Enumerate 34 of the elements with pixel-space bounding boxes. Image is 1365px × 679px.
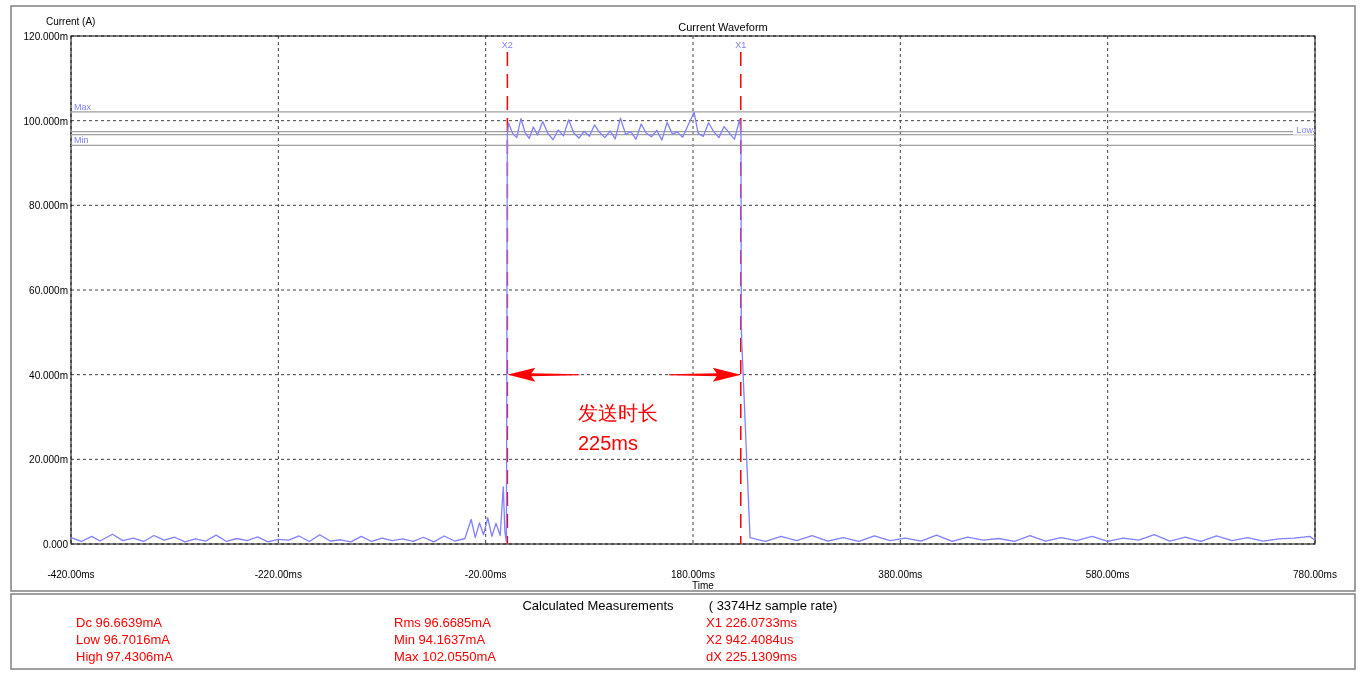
text: Dc 96.6639mA: [76, 615, 163, 630]
text: Low 96.7016mA: [76, 632, 171, 647]
x-axis-title: Time: [692, 580, 715, 591]
x-tick-label: -420.00ms: [47, 569, 95, 580]
text: ( 3374Hz sample rate): [708, 598, 838, 613]
ref-line-label: Min: [74, 135, 89, 146]
text: High 97.4306mA: [76, 649, 174, 664]
y-tick-label: 40.000m: [29, 369, 68, 381]
x-tick-label: 180.00ms: [671, 569, 715, 580]
x-tick-label: 380.00ms: [878, 569, 923, 580]
y-axis-title: Current (A): [46, 16, 96, 27]
x-tick-label: 580.00ms: [1085, 569, 1130, 580]
ref-line-label: X1: [735, 40, 747, 50]
text: Max 102.0550mA: [394, 649, 497, 664]
text: X1 226.0733ms: [706, 615, 798, 630]
text: dX 225.1309ms: [706, 649, 798, 664]
x-tick-label: -20.00ms: [464, 569, 507, 580]
y-tick-label: 0.000: [42, 539, 69, 550]
ref-line-label: Max: [74, 101, 92, 112]
x-tick-label: 780.00ms: [1293, 569, 1337, 580]
y-tick-label: 20.000m: [29, 454, 68, 466]
chart-title: Current Waveform: [678, 21, 768, 33]
y-tick-label: 80.000m: [29, 200, 68, 212]
ref-line-label: X2: [501, 40, 513, 50]
y-tick-label: 120.000m: [23, 31, 68, 42]
annotation: 发送时长 225ms: [578, 402, 658, 454]
text: Calculated Measurements: [522, 598, 674, 613]
text: Min 94.1637mA: [394, 632, 486, 647]
x-tick-label: -220.00ms: [254, 569, 302, 580]
text: X2 942.4084us: [706, 632, 794, 647]
text: Rms 96.6685mA: [394, 615, 492, 630]
ref-line-label: Low: [1296, 124, 1314, 135]
y-tick-label: 60.000m: [29, 285, 68, 296]
y-tick-label: 100.000m: [23, 115, 68, 127]
